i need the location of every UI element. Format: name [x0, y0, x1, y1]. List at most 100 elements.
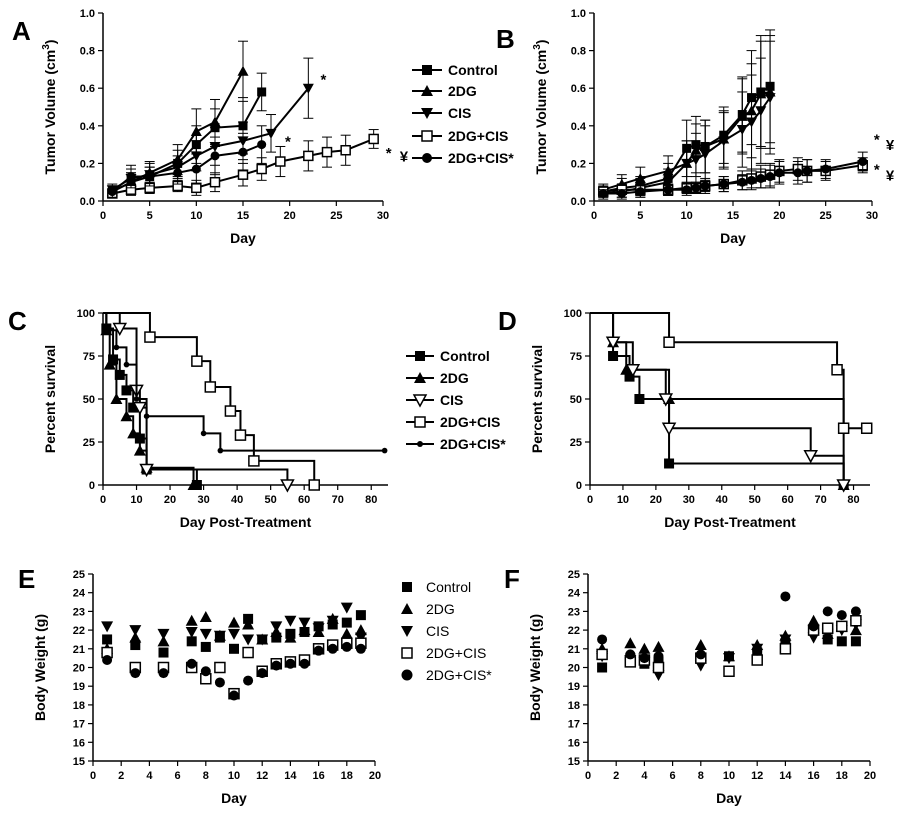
chart-d-y-axis-title: Percent survival [529, 345, 545, 453]
data-point-2dg-cis-star [625, 649, 636, 660]
chart-b-y-axis-title: Tumor Volume (cm3) [532, 40, 549, 175]
legend-top-item-2dg-cis-star: 2DG+CIS* [412, 150, 514, 166]
data-point-2dg-cis [275, 156, 286, 167]
data-point-control [121, 385, 132, 396]
data-point-cis [139, 463, 154, 478]
legend-bot-item-control: Control [402, 579, 471, 595]
chart-b-y-tick-label: 0.2 [571, 158, 586, 170]
data-point-2dg-cis-star [191, 164, 201, 174]
data-point-control [597, 662, 608, 673]
data-point-2dg [624, 637, 637, 649]
chart-a-y-tick-label: 1.0 [80, 8, 95, 20]
data-point-2dg-cis-star [724, 651, 734, 662]
chart-c-x-tick-label: 50 [265, 494, 277, 506]
chart-a-y-axis-title: Tumor Volume (cm3) [41, 40, 58, 175]
data-point-2dg [237, 65, 249, 76]
data-point-2dg [133, 444, 146, 456]
legend-top-item-2dg-cis: 2DG+CIS [412, 128, 508, 144]
data-point-2dg-cis [751, 654, 763, 666]
data-point-control [108, 354, 119, 365]
data-point-2dg [228, 616, 240, 628]
data-point-2dg-cis [321, 146, 333, 158]
data-point-cis [112, 322, 128, 337]
chart-f-y-axis-title: Body Weight (g) [527, 614, 543, 721]
chart-c-x-tick-label: 10 [130, 494, 142, 506]
survival-curve-cis [103, 312, 289, 485]
data-point-2dg-cis-star [102, 655, 113, 666]
chart-b-x-tick-label: 30 [866, 210, 878, 222]
chart-e-y-tick-label: 15 [73, 756, 85, 768]
data-point-2dg [340, 627, 353, 639]
data-point-2dg-cis [860, 422, 873, 434]
chart-d-y-tick-label: 75 [570, 351, 582, 363]
chart-a-x-tick-label: 10 [190, 210, 202, 222]
data-point-2dg-cis [242, 646, 254, 659]
data-point-cis [302, 83, 314, 94]
chart-e-x-tick-label: 6 [175, 770, 181, 782]
chart-d-x-tick-label: 10 [617, 494, 629, 506]
chart-f-x-tick-label: 2 [613, 770, 619, 782]
data-point-control [186, 636, 197, 647]
chart-a-annotation: ¥ [400, 149, 409, 166]
chart-e-x-tick-label: 4 [146, 770, 153, 782]
chart-a-x-tick-label: 20 [284, 210, 296, 222]
panel-label-c: C [8, 306, 27, 336]
data-point-2dg-cis [837, 422, 850, 434]
data-point-2dg-cis-star [173, 168, 183, 178]
legend-mid-label-control: Control [440, 348, 490, 364]
data-point-cis [718, 136, 730, 147]
chart-c-x-tick-label: 0 [100, 494, 106, 506]
chart-b-annotation: * [874, 162, 880, 179]
chart-e-plot: 0 2 4 6 8 10 12 14 16 18 201516171819202122232425D… [32, 569, 381, 806]
data-point-2dg-cis-star [774, 168, 784, 178]
data-point-cis [736, 125, 748, 136]
chart-e-x-tick-label: 8 [203, 770, 209, 782]
data-point-cis [662, 177, 674, 188]
data-point-2dg-cis [303, 150, 314, 162]
data-point-2dg-cis [224, 405, 237, 417]
data-point-cis [658, 393, 674, 407]
data-point-cis [779, 634, 792, 646]
chart-c-y-tick-label: 25 [83, 437, 95, 449]
chart-e-x-tick-label: 16 [312, 770, 324, 782]
chart-e-series-2dg-cis-star [102, 641, 366, 701]
data-point-control [341, 617, 352, 628]
data-point-2dg-cis-star [747, 175, 757, 185]
chart-a-x-tick-label: 30 [377, 210, 389, 222]
data-point-2dg-cis-star [229, 690, 239, 701]
chart-a-plot: 0 5 10 15 20 25 30 0.0 0.2 0.4 0.6 0.8 1.0 Day Tumor V… [41, 8, 409, 246]
data-point-2dg-cis-star [299, 658, 310, 669]
legend-bottom: Control 2DG CIS 2DG+CIS 2DG+CIS* [401, 579, 492, 683]
data-point-cis [661, 422, 677, 436]
data-point-2dg-cis [340, 144, 351, 156]
survival-curve-2dg-cis [103, 312, 316, 485]
chart-b-x-tick-label: 25 [820, 210, 832, 222]
panel-label-a: A [12, 16, 31, 46]
chart-b-series-2dg-cis-star [598, 151, 868, 198]
data-point-cis [129, 625, 142, 637]
legend-top-marker-2dg-cis-star [422, 153, 432, 163]
chart-e-y-tick-label: 17 [73, 719, 85, 731]
data-point-2dg-cis [779, 643, 792, 655]
chart-e-x-tick-label: 12 [256, 770, 268, 782]
data-point-control [850, 636, 861, 647]
chart-a-y-tick-label: 0.8 [80, 46, 95, 58]
data-point-2dg [103, 358, 116, 370]
chart-b-x-tick-label: 15 [727, 210, 739, 222]
data-point-2dg-cis [836, 620, 848, 633]
chart-a-y-tick-label: 0.0 [80, 196, 95, 208]
legend-top-label-2dg: 2DG [448, 83, 477, 99]
legend-mid-item-control: Control [406, 348, 490, 364]
chart-e-x-tick-label: 20 [369, 770, 381, 782]
chart-c-series-2dg-cis [103, 312, 320, 491]
chart-e-y-tick-label: 20 [73, 663, 85, 675]
chart-e-y-tick-label: 22 [73, 625, 85, 637]
chart-d-series-control [590, 312, 849, 490]
legend-mid-item-2dg-cis: 2DG+CIS [406, 414, 500, 430]
data-point-2dg-cis [144, 331, 156, 343]
chart-d-x-tick-label: 0 [587, 494, 593, 506]
data-point-cis [755, 106, 767, 117]
data-point-2dg-cis [596, 648, 608, 661]
legend-mid-marker-2dg-cis-star [417, 441, 423, 447]
data-point-2dg-cis-star [617, 188, 627, 198]
